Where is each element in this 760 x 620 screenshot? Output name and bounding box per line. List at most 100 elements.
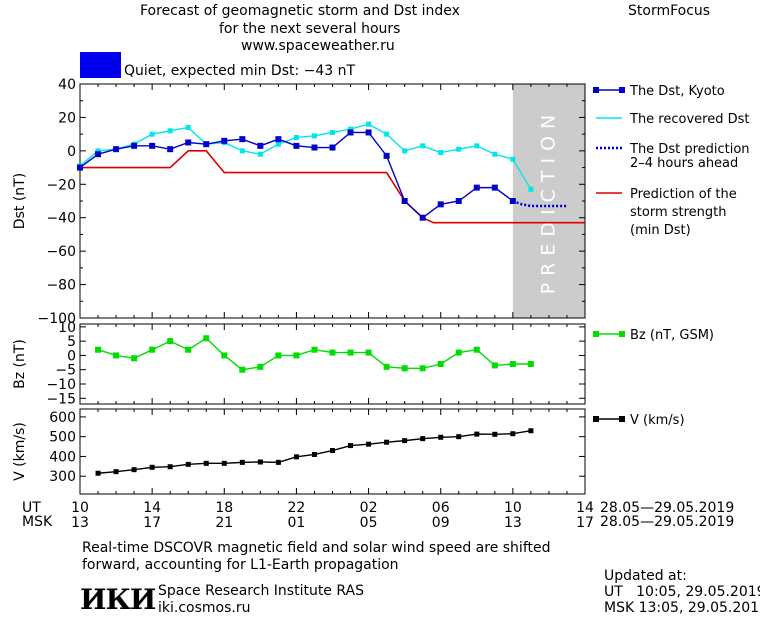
x-tick-label-ut: 14 xyxy=(576,500,594,516)
recovered-dst-point xyxy=(311,133,317,139)
updated-ut: UT 10:05, 29.05.2019 xyxy=(604,584,760,600)
y-axis-label-v: V (km/s) xyxy=(12,422,28,481)
bz-point xyxy=(491,362,498,369)
updated-label: Updated at: xyxy=(604,568,687,584)
v-point xyxy=(510,431,516,437)
kyoto-dst-point xyxy=(491,184,498,191)
x-tick-label-msk: 05 xyxy=(360,515,378,531)
bz-line xyxy=(97,337,531,371)
recovered-dst-point xyxy=(402,148,408,154)
institute-name: Space Research Institute RAS xyxy=(158,583,364,599)
bz-point xyxy=(365,349,372,356)
bz-point xyxy=(95,346,102,353)
y-tick-label-bz: 0 xyxy=(67,348,76,364)
y-tick-label-dst: −20 xyxy=(46,177,76,193)
bz-point xyxy=(419,365,426,372)
recovered-dst-point xyxy=(438,150,444,156)
kyoto-dst-point xyxy=(239,136,246,143)
bz-point xyxy=(311,346,318,353)
status-color-box xyxy=(80,52,121,78)
kyoto-dst-point xyxy=(473,184,480,191)
bz-point xyxy=(203,335,210,342)
y-tick-label-bz: −10 xyxy=(46,377,76,393)
bz-point xyxy=(275,352,282,359)
recovered-dst-point xyxy=(384,131,390,137)
bz-point xyxy=(185,346,192,353)
v-point xyxy=(402,438,408,444)
y-tick-label-dst: −40 xyxy=(46,211,76,227)
recovered-dst-point xyxy=(420,143,426,149)
kyoto-dst-point xyxy=(455,198,462,204)
kyoto-dst-point xyxy=(437,201,444,208)
recovered-dst-point xyxy=(275,141,281,147)
recovered-dst-point xyxy=(239,148,245,154)
v-point xyxy=(95,470,101,476)
kyoto-dst-point xyxy=(113,146,120,153)
y-tick-label-dst: 20 xyxy=(58,110,76,126)
kyoto-dst-point xyxy=(203,141,210,148)
y-axis-label-dst: Dst (nT) xyxy=(12,173,28,229)
chart-title-line-1: Forecast of geomagnetic storm and Dst in… xyxy=(140,3,460,19)
iki-logo: ИКИ xyxy=(80,583,156,616)
bz-point xyxy=(131,355,138,362)
v-point xyxy=(348,443,354,449)
kyoto-dst-point xyxy=(311,144,318,151)
y-tick-label-bz: 10 xyxy=(58,320,76,336)
x-tick-label-ut: 14 xyxy=(143,500,161,516)
bz-point xyxy=(167,338,174,345)
msk-date-range: 28.05—29.05.2019 xyxy=(600,514,735,530)
footer-note-line-1: Real-time DSCOVR magnetic field and sola… xyxy=(82,540,551,556)
bz-point xyxy=(527,361,534,367)
x-tick-label-ut: 06 xyxy=(432,500,450,516)
chart-title-url[interactable]: www.spaceweather.ru xyxy=(241,38,395,54)
ut-date-range: 28.05—29.05.2019 xyxy=(600,500,735,516)
v-point xyxy=(167,464,173,470)
legend-v-label: V (km/s) xyxy=(630,413,685,428)
bz-point xyxy=(401,365,408,372)
bz-point xyxy=(149,346,156,353)
recovered-dst-point xyxy=(257,151,263,157)
y-tick-label-dst: 40 xyxy=(58,77,76,93)
v-point xyxy=(420,436,426,442)
legend-kyoto-marker xyxy=(619,87,625,93)
y-tick-label-bz: 5 xyxy=(67,334,76,350)
v-point xyxy=(474,431,480,437)
kyoto-dst-point xyxy=(257,142,264,149)
bz-point xyxy=(509,361,516,367)
legend-bz-marker xyxy=(619,331,625,337)
kyoto-dst-point xyxy=(77,164,83,171)
v-point xyxy=(221,460,227,466)
plot-frame-dst xyxy=(79,83,586,319)
institute-website[interactable]: iki.cosmos.ru xyxy=(158,600,251,616)
y-tick-label-bz: −5 xyxy=(55,363,76,379)
legend-storm-label: Prediction of the xyxy=(630,187,737,202)
recovered-dst-point xyxy=(528,186,534,192)
v-point xyxy=(239,459,245,465)
v-point xyxy=(366,441,372,447)
recovered-dst-point xyxy=(366,121,372,127)
recovered-dst-point xyxy=(456,146,462,152)
x-tick-label-msk: 13 xyxy=(504,515,522,531)
kyoto-dst-point xyxy=(329,144,336,151)
recovered-dst-point xyxy=(167,128,173,134)
recovered-dst-point xyxy=(348,126,354,132)
y-tick-label-dst: 0 xyxy=(67,144,76,160)
legend-kyoto-marker xyxy=(593,87,599,93)
y-tick-label-v: 300 xyxy=(49,469,76,485)
y-tick-label-dst: −80 xyxy=(46,278,76,294)
kyoto-dst-point xyxy=(221,137,228,144)
legend-bz-label: Bz (nT, GSM) xyxy=(630,328,714,343)
storm-strength-line xyxy=(80,150,585,224)
bz-point xyxy=(437,361,444,367)
recovered-dst-point xyxy=(330,129,335,135)
legend-bz-marker xyxy=(593,331,599,337)
footer-note-line-2: forward, accounting for L1-Earth propaga… xyxy=(82,557,399,573)
kyoto-dst-point xyxy=(419,214,426,221)
prediction-label: PREDICTION xyxy=(537,108,559,295)
y-tick-label-bz: −15 xyxy=(46,391,76,407)
recovered-dst-point xyxy=(185,124,191,130)
bz-point xyxy=(113,352,120,359)
y-axis-label-bz: Bz (nT) xyxy=(12,339,28,389)
v-point xyxy=(113,469,119,475)
v-point xyxy=(203,460,209,466)
